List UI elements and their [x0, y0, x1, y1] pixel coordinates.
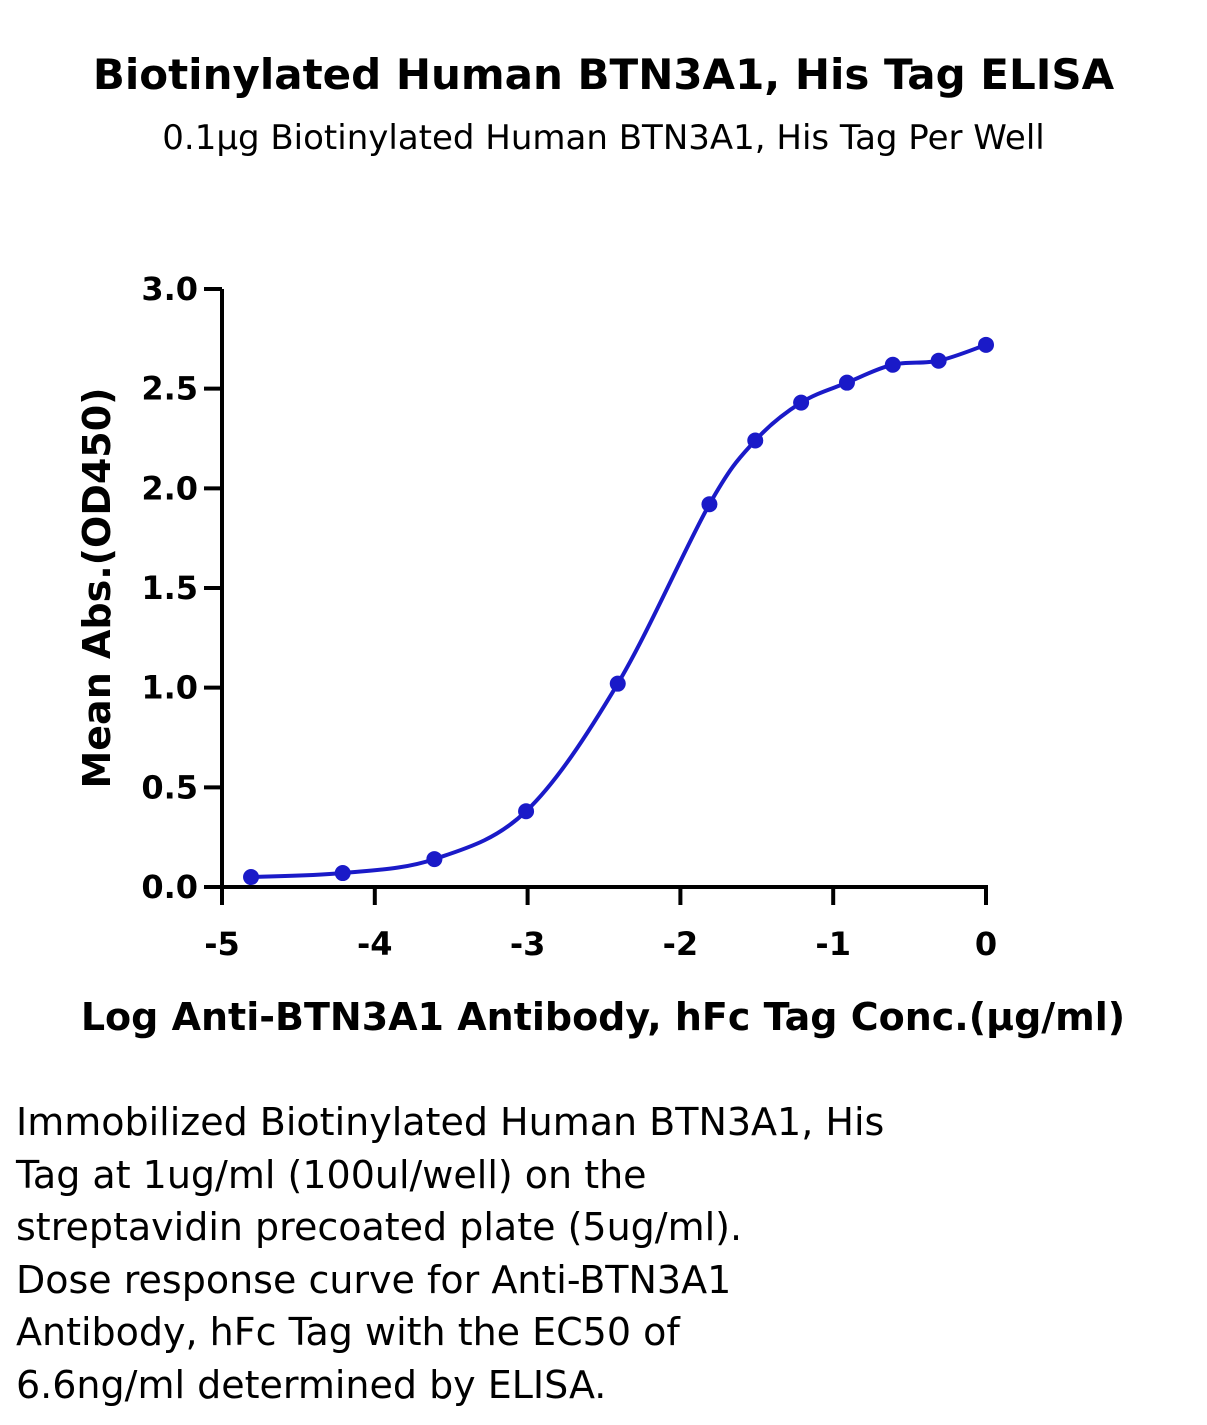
chart-subtitle: 0.1μg Biotinylated Human BTN3A1, His Tag… [162, 118, 1045, 158]
data-point [747, 432, 764, 449]
caption-line: Antibody, hFc Tag with the EC50 of [16, 1310, 680, 1354]
caption-line: streptavidin precoated plate (5ug/ml). [16, 1205, 743, 1249]
x-tick-label: -3 [510, 925, 546, 963]
x-tick-label: -4 [357, 925, 393, 963]
x-tick-label: -2 [663, 925, 699, 963]
y-tick-label: 1.0 [141, 669, 198, 707]
x-tick-label: -1 [815, 925, 851, 963]
caption-line: Tag at 1ug/ml (100ul/well) on the [16, 1152, 647, 1197]
x-tick-label: 0 [975, 925, 997, 963]
x-axis-title: Log Anti-BTN3A1 Antibody, hFc Tag Conc.(… [81, 995, 1125, 1039]
fit-curve [250, 342, 987, 880]
data-point [426, 851, 443, 868]
data-point [518, 803, 535, 820]
y-tick-label: 2.5 [141, 370, 198, 408]
x-axis: -5 -4 -3 -2 -1 0 [204, 885, 997, 963]
data-point [978, 336, 994, 353]
x-tick-label: -5 [204, 925, 240, 963]
y-tick-label: 0.0 [141, 868, 198, 906]
data-point [701, 496, 718, 513]
data-point [884, 356, 901, 373]
caption-line: Immobilized Biotinylated Human BTN3A1, H… [16, 1100, 885, 1144]
y-tick-label: 3.0 [141, 270, 198, 308]
y-tick-label: 0.5 [141, 768, 198, 806]
data-point [609, 675, 626, 692]
data-point [930, 352, 947, 369]
y-tick-label: 1.5 [141, 569, 198, 607]
caption: Immobilized Biotinylated Human BTN3A1, H… [16, 1096, 1016, 1411]
data-point [243, 869, 260, 886]
data-point [334, 865, 351, 882]
data-point [838, 374, 855, 391]
y-axis-title: Mean Abs.(OD450) [75, 387, 119, 788]
y-tick-label: 2.0 [141, 469, 198, 507]
data-points [243, 336, 994, 886]
y-axis: 0.0 0.5 1.0 1.5 2.0 2.5 3.0 [141, 270, 224, 906]
caption-line: 6.6ng/ml determined by ELISA. [16, 1362, 607, 1407]
caption-line: Dose response curve for Anti-BTN3A1 [16, 1257, 732, 1302]
elisa-dose-response-chart: 0.0 0.5 1.0 1.5 2.0 2.5 3.0 -5 -4 -3 -2 -1 0 Log An… [75, 270, 1125, 1039]
chart-title: Biotinylated Human BTN3A1, His Tag ELISA [92, 50, 1115, 99]
data-point [793, 394, 810, 411]
